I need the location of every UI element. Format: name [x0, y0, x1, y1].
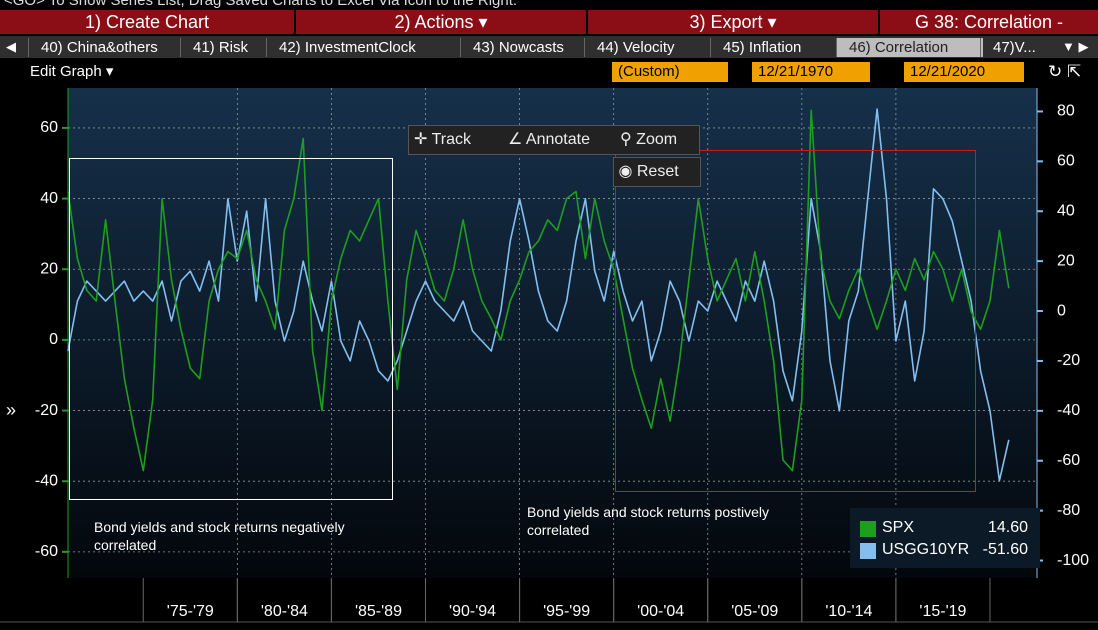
y2-tick-label: -60 — [1057, 452, 1080, 469]
tool-label: Annotate — [525, 131, 590, 148]
series-line — [67, 109, 1010, 472]
y2-tick-label: -20 — [1057, 352, 1080, 369]
tab[interactable]: 46) Correlation — [836, 38, 983, 57]
legend-swatch — [860, 543, 876, 559]
series-line — [67, 108, 1010, 482]
highlight-box — [69, 158, 393, 500]
legend — [850, 508, 1040, 568]
tab[interactable]: 43) Nowcasts — [460, 38, 583, 57]
x-tick-label: '00-'04 — [637, 603, 684, 620]
tab[interactable]: 45) Inflation — [710, 38, 835, 57]
annotation: Bond yields and stock returns negatively… — [94, 519, 345, 553]
x-tick-label: '05-'09 — [731, 603, 778, 620]
period-select[interactable]: (Custom) — [612, 62, 728, 82]
tool-label: Reset — [636, 163, 679, 180]
highlight-box — [615, 150, 976, 492]
y2-tick-label: -40 — [1057, 402, 1080, 419]
legend-value: -51.60 — [982, 541, 1028, 558]
plot-area — [68, 88, 1037, 578]
tab-scroll-left[interactable]: ◀ — [6, 39, 16, 54]
y-tick-label: -20 — [35, 402, 58, 419]
x-tick-label: '75-'79 — [167, 603, 214, 620]
y2-tick-label: 40 — [1057, 202, 1075, 219]
y-tick-label: -60 — [35, 543, 58, 560]
menu-button[interactable]: 1) Create Chart — [0, 10, 296, 34]
y-tick-label: 60 — [40, 119, 58, 136]
edit-graph[interactable]: Edit Graph ▾ — [30, 63, 114, 80]
x-tick-label: '15-'19 — [919, 603, 966, 620]
annotate-button[interactable]: ∠ Annotate — [508, 126, 590, 154]
y2-tick-label: 0 — [1057, 302, 1066, 319]
tab-bar — [0, 36, 1098, 58]
tab-menu[interactable]: ▼ ▶ — [1062, 39, 1089, 54]
legend-value: 14.60 — [987, 519, 1028, 536]
x-tick-label: '80-'84 — [261, 603, 308, 620]
y-tick-label: -40 — [35, 472, 58, 489]
zoom-button[interactable]: ⚲ Zoom — [620, 126, 678, 154]
annotation: Bond yields and stock returns postively … — [527, 504, 770, 538]
page-title: G 38: Correlation - — [880, 10, 1098, 34]
start-date[interactable]: 12/21/1970 — [752, 62, 870, 82]
menu-label: 2) Actions — [394, 12, 474, 32]
x-tick-label: '95-'99 — [543, 603, 590, 620]
y2-tick-label: -100 — [1057, 552, 1089, 569]
x-tick-label: '85-'89 — [355, 603, 402, 620]
x-tick-label: '90-'94 — [449, 603, 496, 620]
y2-tick-label: 80 — [1057, 103, 1075, 120]
y2-tick-label: -80 — [1057, 502, 1080, 519]
menu-button[interactable]: 2) Actions ▾ — [296, 10, 588, 34]
track-button[interactable]: ✛ Track — [414, 126, 471, 154]
legend-label: SPX — [882, 519, 915, 536]
end-date[interactable]: 12/21/2020 — [904, 62, 1024, 82]
y2-tick-label: 60 — [1057, 153, 1075, 170]
menu-label: 3) Export — [689, 12, 763, 32]
legend-swatch — [860, 521, 876, 537]
y-tick-label: 40 — [40, 190, 58, 207]
legend-label: USGG10YR — [882, 541, 970, 558]
y2-tick-label: 20 — [1057, 252, 1075, 269]
edit-label: Edit Graph — [30, 63, 102, 80]
y-tick-label: 20 — [40, 260, 58, 277]
hint: <GO> To Show Series List, Drag Saved Cha… — [4, 0, 518, 9]
tab[interactable]: 44) Velocity — [584, 38, 709, 57]
tool-label: Zoom — [636, 131, 678, 148]
refresh-icon[interactable]: ↻ ⇱ — [1048, 62, 1082, 81]
reset-button[interactable]: ◉ Reset — [613, 157, 701, 187]
y-tick-label: 0 — [49, 331, 58, 348]
tab[interactable]: 42) InvestmentClock — [266, 38, 459, 57]
expand-panel[interactable]: » — [6, 400, 17, 420]
x-tick-label: '10-'14 — [825, 603, 872, 620]
tool-label: Track — [431, 131, 471, 148]
tab[interactable]: 47)V... — [980, 38, 1053, 57]
tab[interactable]: 41) Risk — [180, 38, 265, 57]
tab[interactable]: 40) China&others — [28, 38, 179, 57]
menu-button[interactable]: 3) Export ▾ — [588, 10, 880, 34]
